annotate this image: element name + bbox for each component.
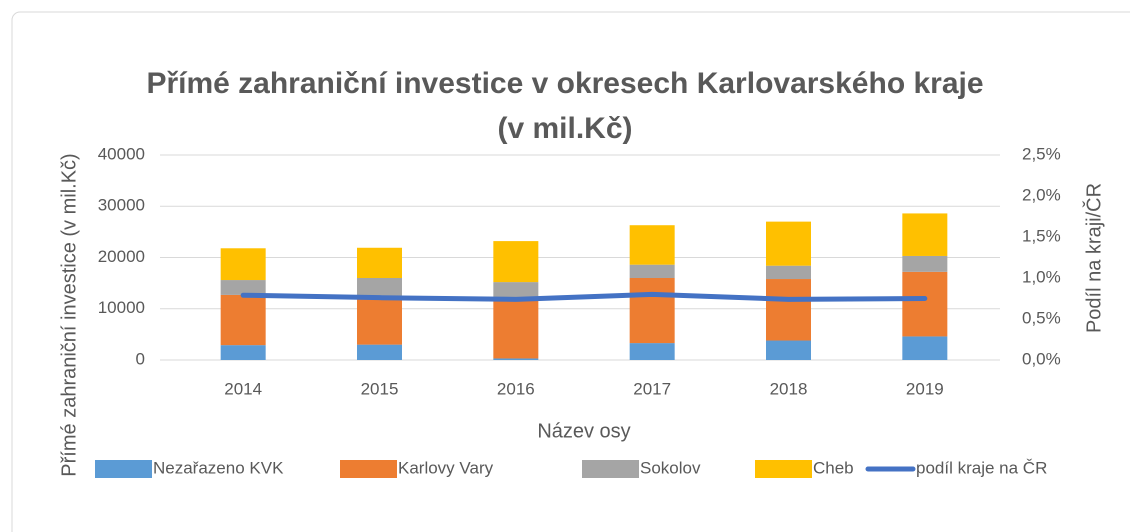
- y2-tick-label: 2,5%: [1022, 144, 1061, 163]
- y2-axis-title: Podíl na kraji/ČR: [1082, 183, 1105, 333]
- line-series: [240, 291, 928, 302]
- x-tick-label: 2019: [906, 379, 944, 398]
- bar-segment: [902, 255, 948, 272]
- y-tick-label: 20000: [98, 247, 145, 266]
- bar-segment: [902, 336, 948, 360]
- bar-segment: [220, 280, 266, 295]
- x-tick-label: 2017: [633, 379, 671, 398]
- bar-segment: [357, 344, 402, 360]
- bar-segment: [493, 358, 539, 360]
- bar-segment: [766, 279, 811, 341]
- legend-swatch: [582, 460, 639, 478]
- chart-border: [11, 11, 1130, 532]
- x-tick-label: 2014: [224, 379, 262, 398]
- chart-subtitle: (v mil.Kč): [497, 112, 632, 145]
- bar-segment: [766, 221, 811, 266]
- bar-segment: [902, 213, 948, 256]
- bar-segment: [629, 278, 675, 344]
- legend-label: podíl kraje na ČR: [916, 458, 1047, 477]
- y2-tick-label: 1,5%: [1022, 226, 1061, 245]
- y-tick-label: 10000: [98, 298, 145, 317]
- x-tick-label: 2018: [770, 379, 808, 398]
- y-axis-title: Přímé zahraniční investice (v mil.Kč): [58, 153, 80, 476]
- y2-tick-label: 0,0%: [1022, 349, 1061, 368]
- legend-swatch: [755, 460, 812, 478]
- legend-label: Cheb: [813, 458, 854, 477]
- bar-segment: [220, 294, 266, 346]
- bar-segment: [493, 282, 539, 298]
- bar-segment: [902, 271, 948, 337]
- legend-label: Nezařazeno KVK: [153, 458, 284, 477]
- chart-title: Přímé zahraniční investice v okresech Ka…: [146, 67, 983, 100]
- bar-segment: [766, 265, 811, 280]
- y2-tick-label: 0,5%: [1022, 308, 1061, 327]
- legend-swatch: [95, 460, 152, 478]
- legend-swatch: [340, 460, 397, 478]
- bar-segment: [629, 225, 675, 265]
- bar-segment: [357, 278, 402, 298]
- y-tick-label: 40000: [98, 144, 145, 163]
- bar-segment: [493, 241, 539, 283]
- bar-segment: [220, 345, 266, 360]
- bar-segment: [629, 264, 675, 278]
- bar-segment: [357, 297, 402, 345]
- bar-segment: [220, 248, 266, 281]
- bar-segment: [493, 297, 539, 359]
- x-tick-label: 2015: [361, 379, 399, 398]
- y-tick-label: 30000: [98, 196, 145, 215]
- y-tick-label: 0: [136, 349, 145, 368]
- bar-segment: [766, 340, 811, 360]
- legend-label: Sokolov: [640, 458, 701, 477]
- x-axis-title: Název osy: [537, 420, 630, 442]
- legend-label: Karlovy Vary: [398, 458, 494, 477]
- bar-segment: [629, 343, 675, 360]
- x-tick-label: 2016: [497, 379, 535, 398]
- y2-tick-label: 2,0%: [1022, 185, 1061, 204]
- bar-segment: [357, 247, 402, 278]
- y2-tick-label: 1,0%: [1022, 267, 1061, 286]
